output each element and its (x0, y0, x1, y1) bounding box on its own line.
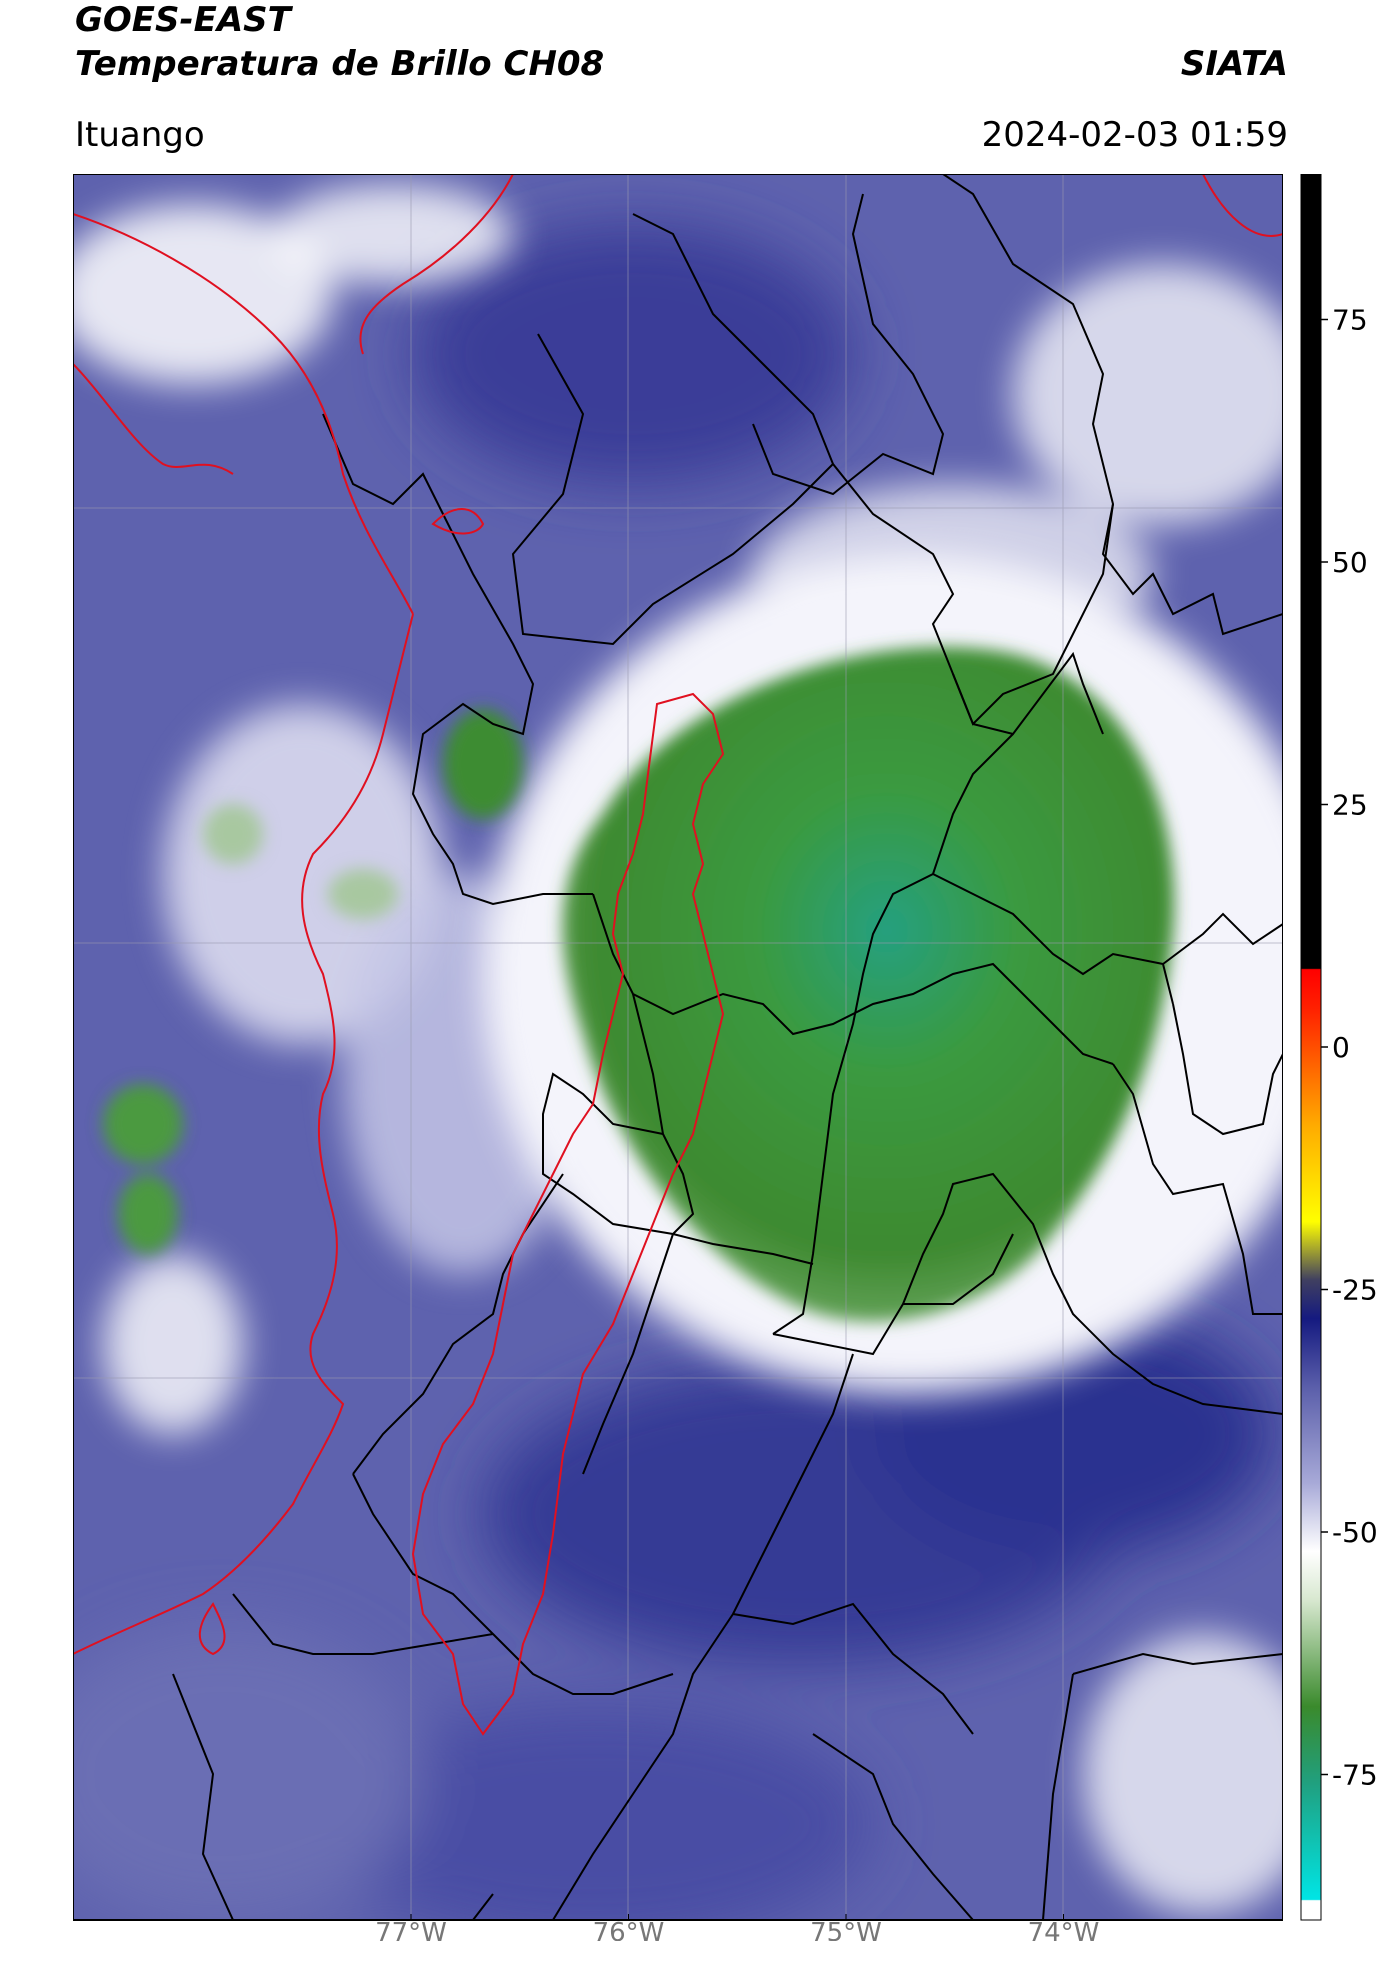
convective-cell-core (562, 647, 1175, 1322)
location-label: Ituango (75, 115, 205, 155)
lon-tick-label: 75°W (810, 1918, 882, 1941)
colorbar-tick-label: 0 (1332, 1031, 1350, 1064)
colorbar-fill (1300, 174, 1322, 1921)
colorbar-tick-label: 75 (1332, 304, 1368, 337)
axis-labels: 77°W76°W75°W74°W8°N6°N4°N (375, 1914, 1100, 1941)
small-cold-cells (103, 709, 523, 1254)
colorbar-tick-label: -50 (1332, 1516, 1378, 1549)
colorbar-tick-label: 50 (1332, 546, 1368, 579)
lon-tick-label: 77°W (375, 1918, 447, 1941)
colorbar: 75 50 25 0 -25 -50 -75 (1300, 174, 1378, 1921)
cold-clear-regions (73, 224, 1273, 1920)
admin-boundaries (172, 174, 1283, 1920)
map-frame (73, 174, 1283, 1921)
satellite-map[interactable]: 77°W76°W75°W74°W8°N6°N4°N (73, 174, 1283, 1941)
colorbar-tick-label: -25 (1332, 1274, 1378, 1307)
colorbar-tick-label: -75 (1332, 1759, 1378, 1792)
colorbar-tick-label: 25 (1332, 789, 1368, 822)
datetime-label: 2024-02-03 01:59 (981, 115, 1288, 155)
regional-boundaries (73, 174, 1283, 1736)
lon-tick-label: 74°W (1028, 1918, 1100, 1941)
satellite-title: GOES-EAST (75, 0, 291, 40)
lon-tick-label: 76°W (593, 1918, 665, 1941)
organization-label: SIATA (1180, 44, 1288, 84)
product-title: Temperatura de Brillo CH08 (75, 44, 605, 84)
colorbar-ticks: 75 50 25 0 -25 -50 -75 (1321, 304, 1378, 1792)
